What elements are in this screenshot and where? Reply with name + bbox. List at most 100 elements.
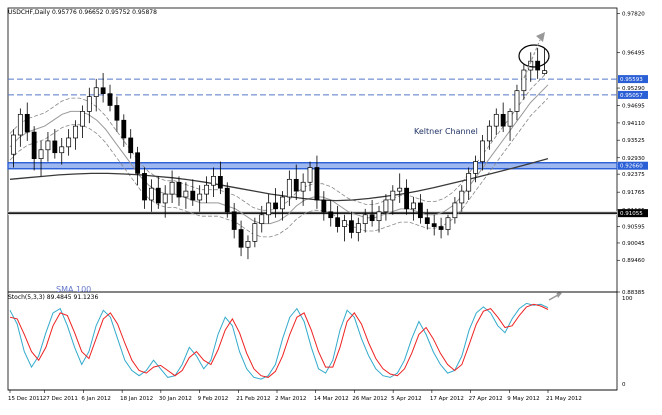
candle-body-up bbox=[169, 181, 175, 195]
candle-body-down bbox=[135, 152, 141, 174]
keltner-band-level bbox=[7, 162, 618, 170]
x-tick-label: 30 Jan 2012 bbox=[159, 396, 192, 402]
candle-body-down bbox=[349, 220, 354, 233]
stochastic-panel-border bbox=[7, 291, 618, 391]
candle-body-up bbox=[66, 137, 72, 148]
candle bbox=[204, 176, 209, 203]
y-tick-label: 0.94110 bbox=[622, 121, 645, 127]
candle bbox=[390, 185, 396, 215]
price-label: 0.95057 bbox=[620, 93, 643, 99]
candle-body-down bbox=[31, 131, 37, 159]
y-tick-label: 0.90595 bbox=[622, 225, 645, 231]
candle-body-up bbox=[17, 113, 23, 136]
candle bbox=[162, 185, 168, 218]
candle bbox=[231, 202, 237, 239]
candle bbox=[466, 167, 472, 200]
x-tick-label: 27 Dec 2011 bbox=[43, 396, 78, 402]
candle bbox=[86, 87, 92, 124]
candle-body-down bbox=[128, 137, 134, 154]
keltner-channel-label: Keltner Channel bbox=[414, 127, 478, 136]
candle bbox=[445, 214, 451, 236]
candle-body-down bbox=[52, 140, 58, 154]
candle-body-down bbox=[431, 223, 437, 227]
x-tick-label: 14 Mar 2012 bbox=[314, 396, 349, 402]
candle-body-up bbox=[245, 240, 251, 248]
candle bbox=[169, 170, 175, 203]
candle bbox=[80, 105, 85, 138]
candle bbox=[238, 220, 244, 257]
candle bbox=[245, 235, 251, 260]
candle bbox=[300, 173, 306, 206]
candle bbox=[480, 135, 485, 171]
candle bbox=[45, 132, 51, 162]
candle-body-down bbox=[24, 113, 30, 133]
candle bbox=[266, 194, 272, 224]
candle-body-up bbox=[280, 196, 285, 210]
candle-body-down bbox=[328, 211, 334, 219]
candle bbox=[11, 129, 16, 168]
candle-body-up bbox=[390, 190, 396, 201]
top-highlight-ellipse bbox=[518, 44, 550, 68]
candle-body-up bbox=[376, 211, 382, 222]
candle-body-up bbox=[38, 149, 44, 159]
candle-body-up bbox=[259, 214, 265, 224]
x-tick-label: 15 Dec 2011 bbox=[8, 396, 43, 402]
candle bbox=[417, 194, 423, 224]
candle-body-up bbox=[514, 90, 520, 112]
candle bbox=[24, 102, 30, 141]
candle-body-down bbox=[224, 187, 230, 213]
candle bbox=[438, 217, 444, 239]
candle-body-up bbox=[362, 214, 368, 224]
candle bbox=[349, 211, 354, 239]
levels-layer bbox=[7, 78, 618, 216]
candle bbox=[197, 185, 203, 212]
price-label: 0.92660 bbox=[620, 164, 643, 170]
candle bbox=[66, 129, 72, 156]
candle bbox=[452, 197, 458, 224]
y-tick-label: 0.90045 bbox=[622, 241, 645, 247]
y-tick-label: 0.92930 bbox=[622, 156, 645, 162]
candle-body-up bbox=[486, 125, 492, 142]
keltner-mid-line bbox=[9, 84, 549, 225]
price-label: 0.91055 bbox=[620, 211, 643, 217]
candle-body-down bbox=[438, 226, 444, 230]
candle bbox=[190, 179, 196, 206]
candle bbox=[100, 72, 106, 103]
candle-body-up bbox=[480, 140, 485, 162]
candle bbox=[73, 120, 78, 150]
candle-body-up bbox=[211, 176, 216, 186]
y-tick-label: 0.97820 bbox=[622, 11, 645, 17]
x-tick-label: 6 Jan 2012 bbox=[81, 396, 110, 402]
candle bbox=[424, 208, 430, 230]
candle bbox=[535, 47, 541, 79]
price-axis-layer: 0.97820 0.96495 0.95290 0.94695 0.94110 0.935… bbox=[617, 11, 648, 296]
candle-body-up bbox=[493, 113, 499, 127]
candle bbox=[252, 217, 258, 248]
symbol-header: USDCHF,Daily 0.95776 0.96652 0.95752 0.9… bbox=[8, 9, 157, 16]
candle bbox=[176, 176, 182, 206]
candle bbox=[259, 205, 265, 233]
x-tick-label: 17 Apr 2012 bbox=[430, 396, 464, 402]
candle-body-up bbox=[286, 178, 292, 198]
candles-layer bbox=[11, 47, 547, 260]
candle-body-up bbox=[459, 190, 465, 204]
candle-body-down bbox=[217, 176, 223, 189]
candle bbox=[362, 208, 368, 233]
candle-body-down bbox=[100, 87, 106, 95]
stochastic-arrow bbox=[548, 292, 562, 301]
candle-body-up bbox=[93, 87, 99, 97]
price-label-box bbox=[618, 161, 648, 170]
candle-body-up bbox=[59, 146, 65, 154]
y-tick-label: 0.91765 bbox=[622, 190, 645, 196]
candle bbox=[500, 102, 506, 133]
y-tick-label: 0.92375 bbox=[622, 172, 645, 178]
candle bbox=[211, 167, 216, 198]
candle-body-up bbox=[397, 187, 403, 192]
x-tick-label: 21 Feb 2012 bbox=[236, 396, 270, 402]
x-tick-label: 21 May 2012 bbox=[546, 396, 582, 402]
candle-body-up bbox=[473, 161, 478, 174]
candle-body-down bbox=[273, 202, 278, 210]
candle bbox=[52, 129, 58, 159]
